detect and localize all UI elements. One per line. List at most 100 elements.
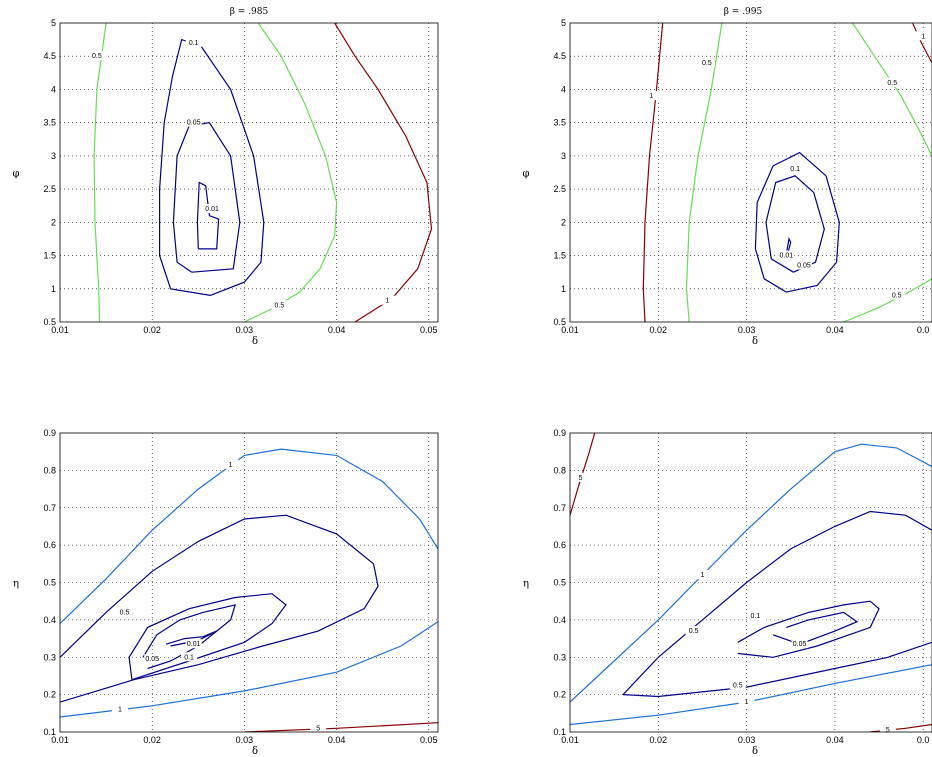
contour-label: 0.01 — [780, 253, 794, 260]
panel-title: β = .985 — [230, 7, 269, 17]
contour-label-bg — [310, 723, 327, 733]
contour-label: 0.1 — [184, 654, 194, 661]
contour-label-bg — [111, 704, 128, 714]
contour-label-bg — [116, 607, 133, 617]
contour-line-0_5 — [622, 510, 932, 696]
x-tick-label: 0.02 — [143, 735, 161, 745]
plot-frame — [569, 22, 932, 323]
contour-line-0_01 — [196, 181, 220, 250]
y-tick-label: 0.8 — [43, 465, 56, 475]
contour-label: 0.5 — [892, 292, 902, 299]
contour-label: 0.01 — [187, 641, 201, 648]
y-axis-label: η — [523, 579, 529, 590]
contour-label: 0.5 — [92, 53, 102, 60]
contour-lines — [642, 23, 932, 322]
contour-label-bg — [271, 300, 288, 310]
y-tick-label: 2.5 — [43, 184, 56, 194]
y-tick-label: 0.1 — [553, 727, 566, 737]
contour-label: 0.01 — [205, 206, 219, 213]
x-tick-label: 0.01 — [51, 325, 69, 335]
y-tick-label: 0.4 — [553, 615, 566, 625]
y-tick-label: 3 — [561, 151, 566, 161]
contour-label: 0.1 — [189, 40, 199, 47]
contour-label: 0.5 — [689, 628, 699, 635]
contour-label: 1 — [229, 462, 233, 469]
panel-1: 0.01 0.02 0.03 0.04 0.05 0.5 1 1.5 2 2.5 3 3.5 4 4.5 5… — [12, 7, 439, 347]
y-tick-label: 4 — [561, 84, 566, 94]
x-axis-label: δ — [752, 746, 758, 757]
x-tick-label: 0.04 — [328, 325, 346, 335]
y-tick-label: 2 — [561, 217, 566, 227]
y-axis-label: η — [13, 579, 19, 590]
y-tick-label: 0.3 — [43, 652, 56, 662]
contour-label-bg — [787, 164, 804, 174]
contour-label-bg — [379, 295, 396, 305]
contour-line-1 — [60, 448, 438, 625]
x-axis-label: δ — [752, 336, 758, 347]
x-tick-label: 0.03 — [236, 325, 254, 335]
contour-label-bg — [181, 652, 198, 662]
x-tick-label: 0.02 — [650, 735, 668, 745]
contour-label-bg — [915, 31, 932, 41]
contour-label-bg — [747, 611, 764, 621]
y-axis-label: φ — [12, 169, 19, 180]
y-tick-label: 0.3 — [553, 652, 566, 662]
contour-line-0_5 — [244, 23, 338, 322]
contour-label: 1 — [649, 93, 653, 100]
contour-label-bg — [185, 639, 202, 649]
y-tick-label: 0.8 — [553, 465, 566, 475]
plot-frame — [59, 22, 439, 323]
x-axis-label: δ — [252, 336, 258, 347]
y-tick-label: 1.5 — [43, 251, 56, 261]
contour-line-1 — [334, 23, 433, 322]
y-tick-label: 0.5 — [43, 317, 56, 327]
y-tick-label: 0.2 — [553, 690, 566, 700]
y-tick-label: 1 — [561, 284, 566, 294]
contour-label: 0.05 — [145, 656, 159, 663]
contour-label-bg — [204, 204, 221, 214]
y-tick-label: 0.5 — [43, 578, 56, 588]
contour-line-0_5 — [852, 23, 932, 157]
x-tick-label: 0.03 — [738, 325, 756, 335]
contour-label-bg — [643, 91, 660, 101]
contour-label: 0.1 — [751, 613, 761, 620]
y-tick-label: 0.5 — [553, 317, 566, 327]
plot-frame — [569, 432, 932, 733]
x-tick-label: 0.0 — [917, 735, 930, 745]
panel-2: 0.01 0.02 0.03 0.04 0.0 0.5 1 1.5 2 2.5 3 3.5 4 4.5 5 0… — [522, 7, 932, 347]
contour-label: 0.05 — [793, 641, 807, 648]
y-tick-label: 0.6 — [43, 540, 56, 550]
x-tick-label: 0.01 — [51, 735, 69, 745]
y-tick-label: 5 — [51, 18, 56, 28]
contour-label: 1 — [921, 33, 925, 40]
contour-label: 1 — [118, 707, 122, 714]
y-tick-label: 0.7 — [43, 503, 56, 513]
contour-label: 1 — [745, 699, 749, 706]
contour-line-0_5 — [843, 278, 932, 322]
panel-4: 0.01 0.02 0.03 0.04 0.0 0.1 0.2 0.3 0.4 0.5 0.6 0.7… — [523, 428, 932, 757]
contour-line-0_05 — [142, 604, 237, 670]
contour-label: 5 — [579, 475, 583, 482]
contour-label: 0.5 — [887, 80, 897, 87]
contour-label-bg — [572, 472, 589, 482]
y-tick-label: 2 — [51, 217, 56, 227]
contour-lines — [93, 23, 433, 322]
contour-label: 0.05 — [187, 120, 201, 127]
plot-frame — [59, 432, 439, 733]
contour-label-bg — [185, 37, 202, 47]
x-tick-label: 0.04 — [826, 735, 844, 745]
contour-label: 5 — [316, 725, 320, 732]
x-axis-label: δ — [252, 746, 258, 757]
x-tick-label: 0.02 — [143, 325, 161, 335]
contour-label-bg — [884, 77, 901, 87]
contour-label: 1 — [385, 298, 389, 305]
x-tick-label: 0.02 — [650, 325, 668, 335]
panel-3: 0.01 0.02 0.03 0.04 0.05 0.1 0.2 0.3 0.4 0.5 0.6 0.… — [13, 428, 439, 757]
contour-label-bg — [888, 290, 905, 300]
contour-label: 0.5 — [702, 60, 712, 67]
contour-label: 0.5 — [733, 682, 743, 689]
y-tick-label: 1 — [51, 284, 56, 294]
contour-label-bg — [778, 250, 795, 260]
contour-line-0_05 — [772, 611, 859, 645]
x-tick-label: 0.01 — [561, 735, 579, 745]
